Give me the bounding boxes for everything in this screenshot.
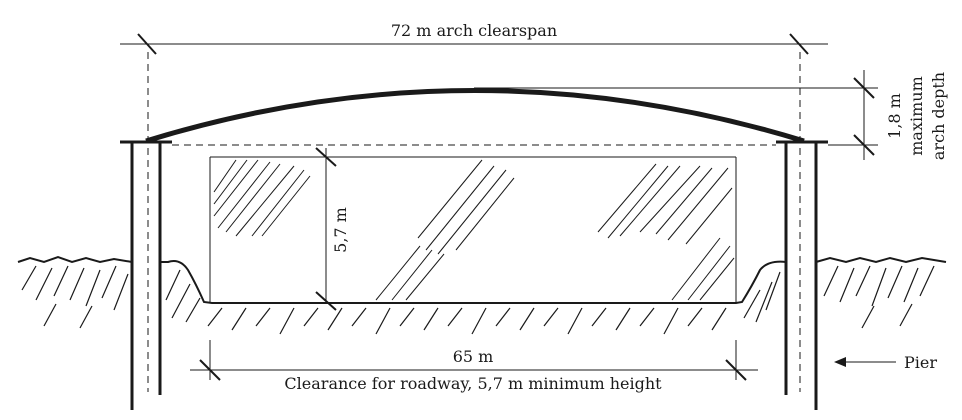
arch-depth-label-line1: maximum xyxy=(907,76,926,156)
arch-depth-tick-bottom xyxy=(853,134,875,156)
arch-depth-dimension: 1,8 m maximum arch depth xyxy=(474,70,948,160)
arch-depth-value-label: 1,8 m xyxy=(885,93,904,139)
clearance-envelope xyxy=(209,156,737,303)
arch-depth-label-line2: arch depth xyxy=(929,72,948,160)
ground-right-outer xyxy=(815,256,947,264)
roadway-width-tick-right xyxy=(725,359,747,381)
arch xyxy=(145,88,805,144)
clearspan-tick-left xyxy=(137,33,157,55)
roadway-width-dimension: 65 m Clearance for roadway, 5,7 m minimu… xyxy=(190,340,758,393)
pier-label: Pier xyxy=(904,353,937,372)
ground-cutting xyxy=(160,260,787,304)
ground-left-outer xyxy=(17,255,133,264)
left-pier xyxy=(130,142,162,410)
height-tick-top xyxy=(315,147,337,167)
clearspan-dimension: 72 m arch clearspan xyxy=(120,21,828,55)
height-label: 5,7 m xyxy=(331,207,350,253)
roadway-width-tick-left xyxy=(199,359,221,381)
clearance-hatching xyxy=(213,159,735,301)
soil-hatching xyxy=(21,265,935,335)
pier-arrow-head xyxy=(834,357,846,367)
roadway-width-label: 65 m xyxy=(453,347,494,366)
arch-depth-tick-top xyxy=(853,77,875,99)
pier-callout: Pier xyxy=(834,353,937,372)
right-pier xyxy=(784,142,818,410)
height-dimension: 5,7 m xyxy=(315,147,350,311)
height-tick-bottom xyxy=(315,291,337,311)
clearspan-label: 72 m arch clearspan xyxy=(391,21,557,40)
clearspan-tick-right xyxy=(789,33,809,55)
clearance-label: Clearance for roadway, 5,7 m minimum hei… xyxy=(284,374,662,393)
